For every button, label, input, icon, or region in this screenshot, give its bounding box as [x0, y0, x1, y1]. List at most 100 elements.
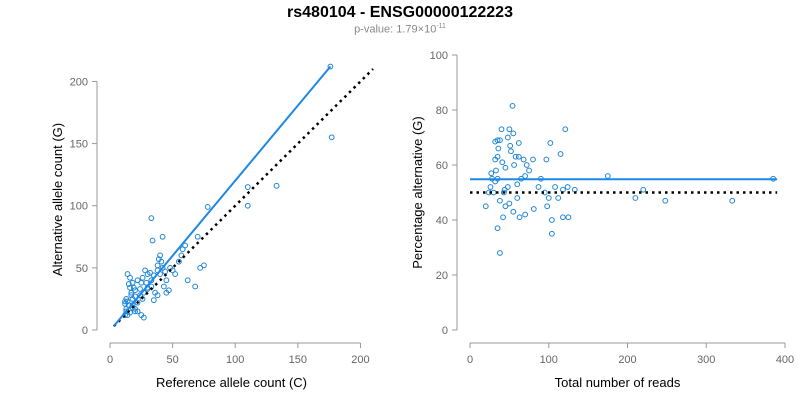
- data-point: [327, 63, 334, 70]
- data-point: [552, 184, 558, 190]
- data-point: [515, 140, 522, 146]
- pvalue-subtitle: p-value: 1.79×10-11: [0, 23, 800, 36]
- data-point: [197, 264, 204, 271]
- data-point: [192, 283, 199, 290]
- data-point: [515, 153, 522, 160]
- data-point: [526, 167, 532, 174]
- data-point: [564, 184, 571, 190]
- data-point: [148, 215, 155, 222]
- data-point: [520, 156, 527, 163]
- data-point: [502, 164, 509, 171]
- data-point: [184, 277, 191, 284]
- data-point: [482, 203, 489, 210]
- data-point: [134, 308, 141, 315]
- data-point: [547, 140, 554, 146]
- data-point: [493, 167, 499, 174]
- data-point: [129, 279, 136, 286]
- data-point: [154, 292, 161, 299]
- data-point: [129, 296, 136, 302]
- y-axis-label: Alternative allele count (G): [50, 123, 65, 276]
- data-point: [134, 299, 141, 306]
- data-point: [530, 206, 537, 212]
- data-point: [328, 134, 335, 141]
- data-point: [632, 195, 639, 201]
- fit-line: [112, 65, 332, 327]
- data-point: [502, 203, 509, 210]
- data-point: [506, 126, 513, 133]
- y-tick-label: 50: [76, 263, 88, 275]
- data-point: [495, 145, 502, 152]
- pvalue-exponent: -11: [436, 23, 446, 30]
- data-point: [511, 162, 517, 168]
- y-tick-label: 0: [82, 325, 88, 337]
- x-tick-label: 400: [776, 354, 794, 366]
- x-tick-label: 150: [289, 354, 307, 366]
- allele-count-scatter: 0 50 100 150 200 0 50 100 150 200 Reference allele…: [50, 63, 374, 390]
- y-tick-label: 20: [436, 270, 448, 282]
- y-tick-label: 80: [436, 105, 448, 117]
- data-point: [204, 204, 211, 210]
- x-tick-label: 200: [351, 354, 369, 366]
- x-tick-label: 200: [618, 354, 636, 366]
- data-point: [504, 184, 511, 190]
- data-point: [149, 237, 156, 244]
- data-point: [160, 283, 167, 290]
- x-tick-label: 100: [540, 354, 558, 366]
- data-point: [244, 184, 251, 190]
- x-axis-label: Reference allele count (C): [156, 375, 307, 390]
- data-point: [510, 130, 517, 137]
- data-point: [244, 202, 251, 209]
- data-point: [172, 271, 179, 277]
- data-point: [662, 197, 669, 204]
- data-point: [500, 189, 507, 196]
- data-point: [488, 170, 495, 177]
- data-point: [128, 292, 135, 299]
- data-point: [124, 271, 131, 277]
- data-point: [137, 286, 143, 292]
- data-point: [549, 217, 555, 223]
- data-point: [560, 214, 566, 221]
- data-point: [487, 184, 494, 190]
- data-point: [507, 142, 514, 149]
- data-point: [127, 309, 133, 316]
- chart-title: rs480104 - ENSG00000122223: [287, 4, 513, 21]
- reference-line: [112, 68, 374, 328]
- data-point: [549, 230, 555, 237]
- data-point: [494, 225, 501, 232]
- data-point: [497, 197, 503, 204]
- y-axis-label: Percentage alternative (G): [410, 116, 425, 268]
- data-point: [543, 156, 550, 163]
- data-point: [514, 181, 521, 188]
- data-point: [159, 233, 166, 240]
- y-tick-label: 100: [430, 50, 448, 62]
- y-tick-label: 60: [436, 160, 448, 172]
- data-point: [504, 134, 511, 141]
- data-point: [150, 297, 157, 304]
- data-point: [163, 277, 170, 284]
- data-point: [122, 298, 128, 305]
- data-point: [140, 314, 147, 321]
- data-point: [544, 203, 551, 210]
- data-point: [162, 268, 169, 275]
- y-tick-label: 150: [70, 139, 88, 151]
- data-point: [562, 126, 569, 133]
- data-point: [157, 252, 163, 259]
- data-point: [497, 250, 503, 256]
- pvalue-text: p-value: 1.79×10: [354, 23, 437, 36]
- data-point: [492, 156, 499, 163]
- data-point: [516, 214, 523, 221]
- data-point: [139, 274, 146, 281]
- data-point: [555, 195, 562, 201]
- data-point: [158, 258, 165, 265]
- data-point: [163, 289, 170, 296]
- data-point: [509, 102, 516, 109]
- data-point: [499, 159, 506, 166]
- y-tick-label: 40: [436, 215, 448, 227]
- data-point: [545, 195, 552, 201]
- data-point: [175, 258, 182, 265]
- data-point: [179, 246, 186, 253]
- data-point: [510, 208, 517, 215]
- x-tick-label: 0: [107, 354, 113, 366]
- data-point: [512, 153, 519, 160]
- percentage-alternative-scatter: 0 100 200 300 400 0 20 40 60 80 100 Total number of…: [410, 50, 794, 390]
